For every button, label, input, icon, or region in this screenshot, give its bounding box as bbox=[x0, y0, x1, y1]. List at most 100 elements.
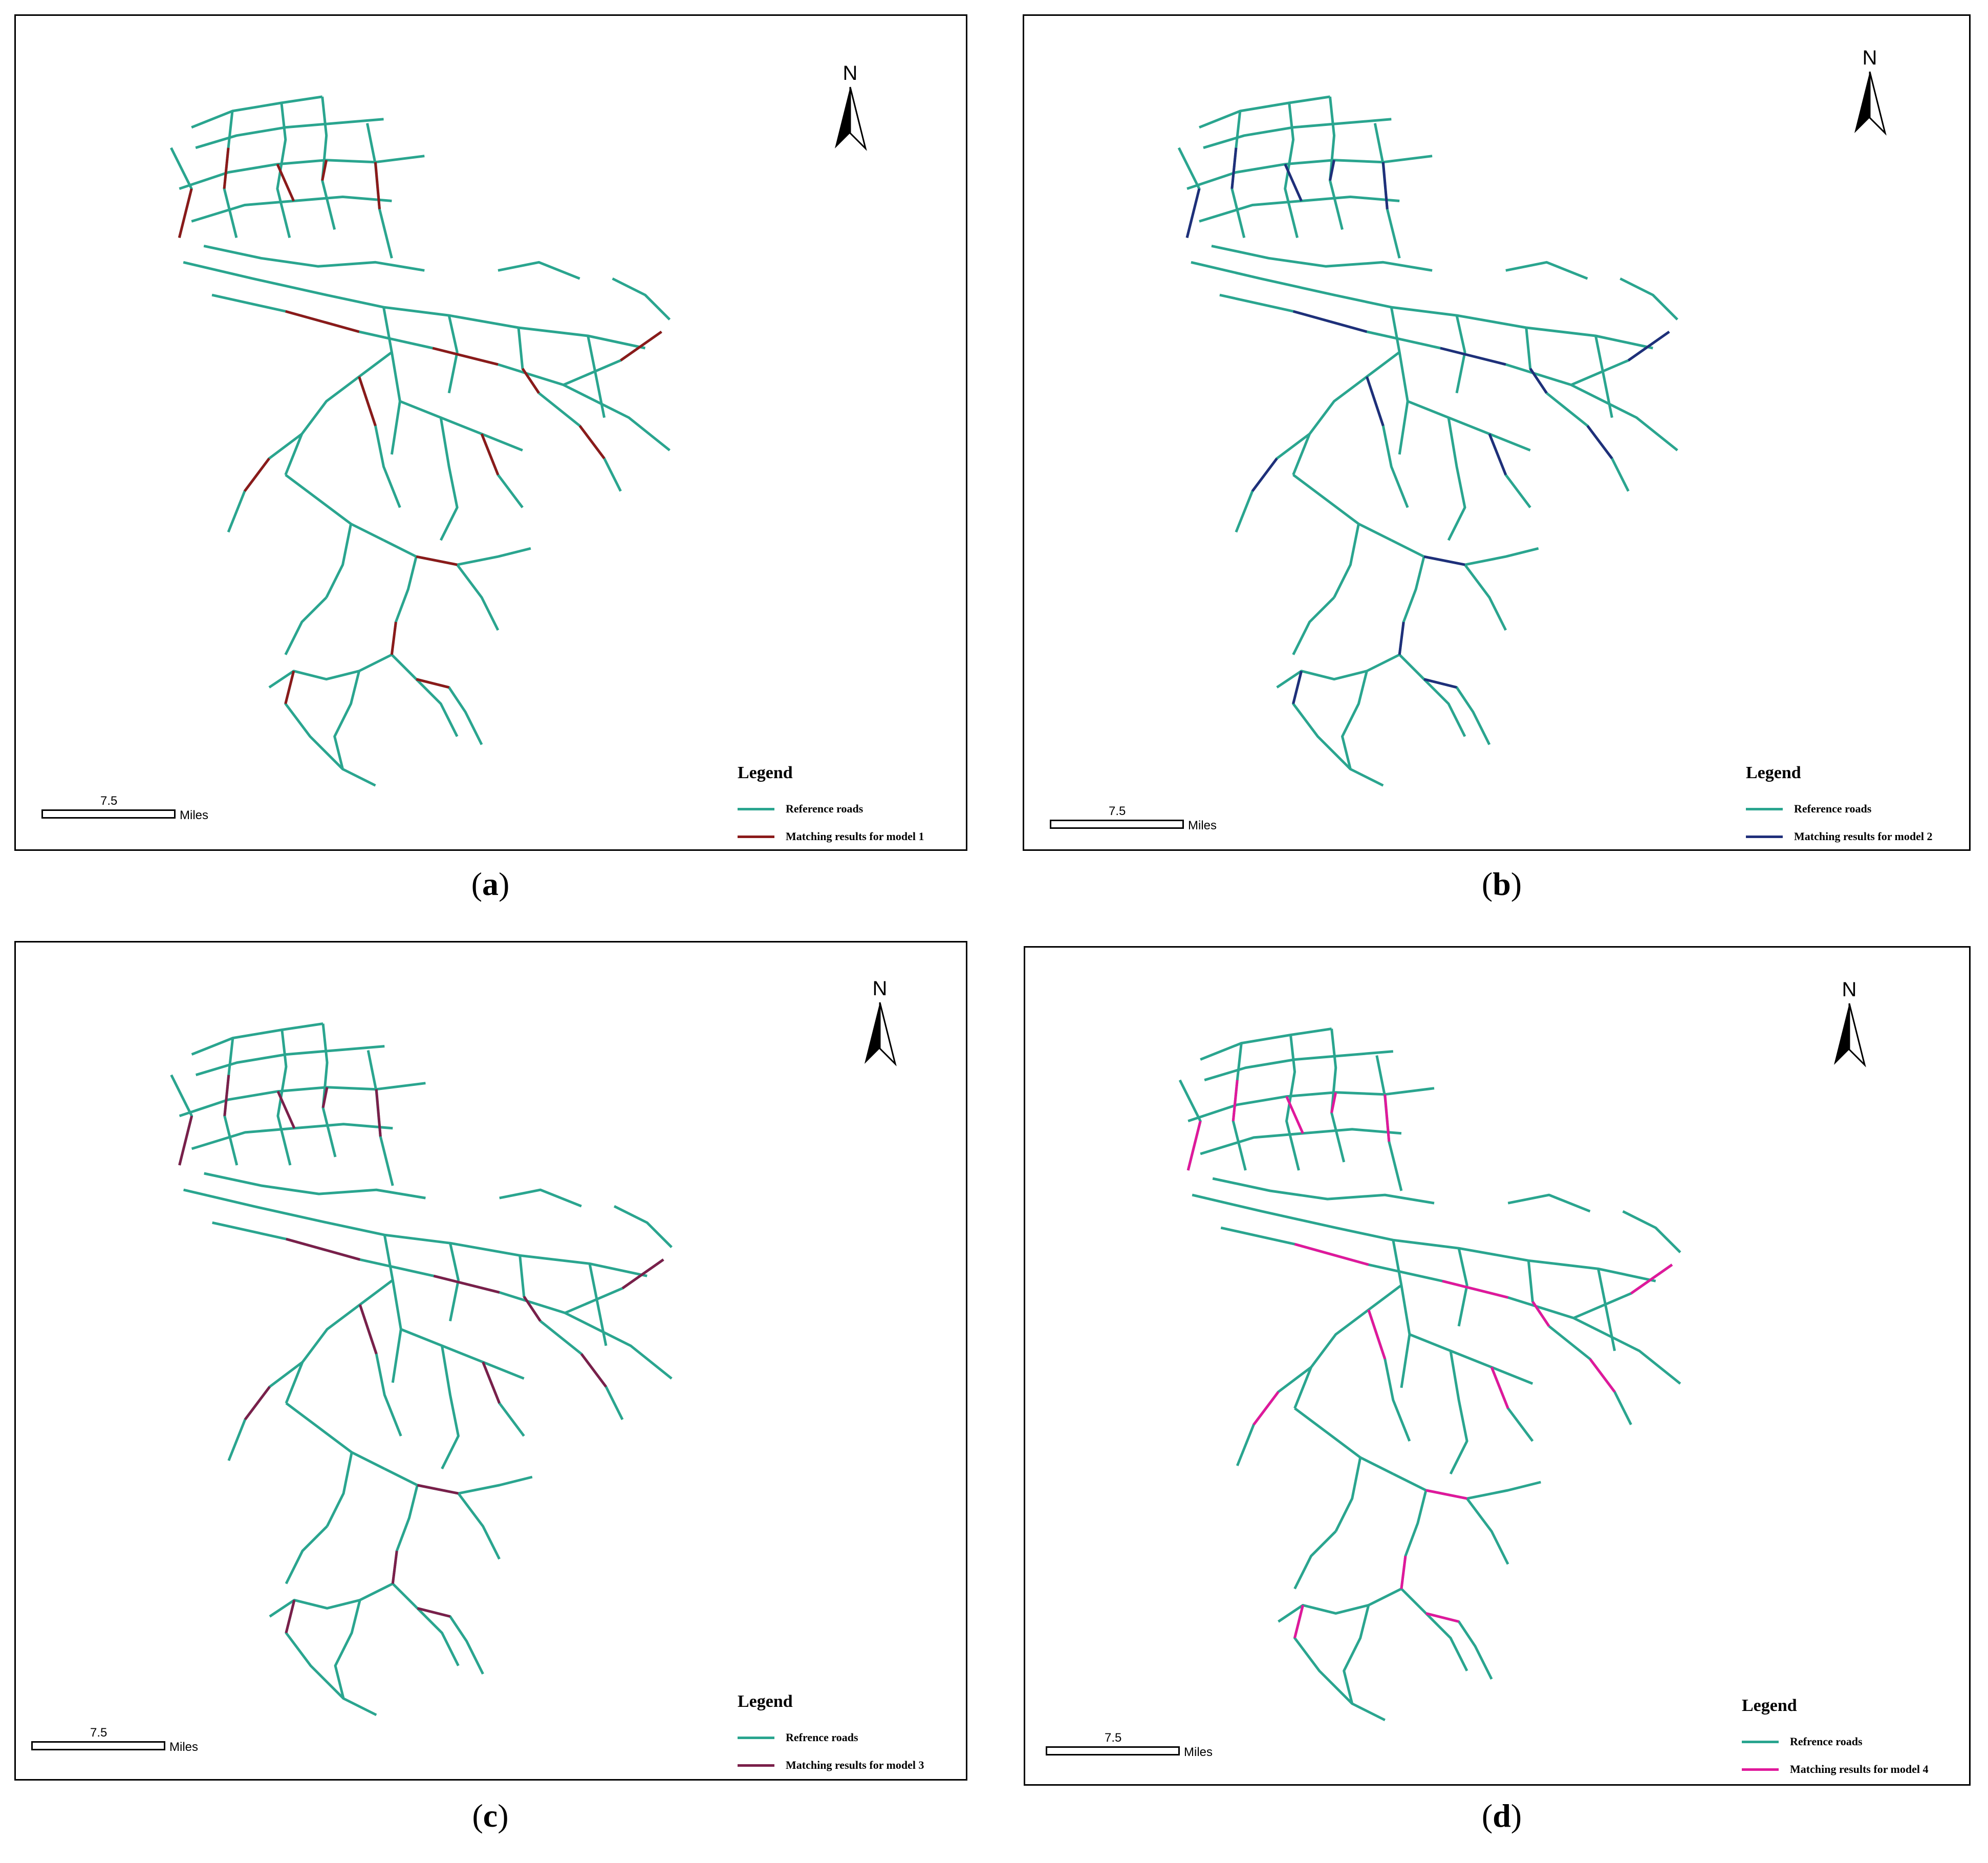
north-label: N bbox=[872, 977, 888, 1000]
reference-road bbox=[1285, 1035, 1300, 1171]
reference-road bbox=[1622, 1210, 1681, 1253]
reference-road bbox=[1488, 433, 1531, 508]
matched-road bbox=[620, 330, 662, 361]
scale-bar: 7.5 Miles bbox=[1046, 1731, 1230, 1762]
reference-road bbox=[1525, 327, 1548, 394]
matched-road bbox=[1251, 458, 1278, 492]
scale-bar-graphic bbox=[1050, 820, 1184, 829]
reference-road bbox=[613, 1205, 673, 1248]
matched-road bbox=[1284, 163, 1303, 202]
road-network-map bbox=[1177, 95, 1678, 787]
map-panel-b: N Legend Reference roads Matching result… bbox=[1023, 14, 1971, 851]
matched-road bbox=[1294, 1243, 1369, 1266]
north-arrow: N bbox=[830, 62, 871, 154]
reference-road bbox=[1390, 307, 1409, 455]
matched-road bbox=[391, 1550, 398, 1584]
reference-road bbox=[449, 1243, 460, 1321]
north-arrow-icon bbox=[835, 87, 867, 151]
matched-road bbox=[1384, 1094, 1391, 1142]
matched-road bbox=[480, 433, 500, 476]
matched-road bbox=[1231, 1080, 1239, 1122]
legend-row-reference: Reference roads bbox=[738, 795, 924, 823]
scale-bar: 7.5 Miles bbox=[1050, 804, 1234, 835]
matched-road bbox=[321, 1087, 329, 1108]
scale-bar-graphic bbox=[31, 1741, 165, 1750]
matched-road bbox=[1586, 425, 1613, 460]
reference-road bbox=[1341, 671, 1368, 769]
legend-reference-label: Refrence roads bbox=[1790, 1735, 1863, 1748]
matched-road bbox=[1292, 310, 1368, 333]
matched-road bbox=[1440, 347, 1506, 366]
reference-road bbox=[1187, 1087, 1435, 1123]
reference-road bbox=[1186, 155, 1433, 190]
reference-road bbox=[204, 1172, 426, 1200]
reference-road bbox=[1292, 596, 1335, 655]
matched-road bbox=[321, 160, 328, 181]
reference-road bbox=[1573, 1264, 1673, 1319]
reference-road bbox=[1219, 293, 1678, 452]
reference-road bbox=[1490, 1366, 1534, 1442]
reference-road bbox=[1392, 1239, 1411, 1388]
reference-road bbox=[1447, 417, 1466, 541]
reference-swatch bbox=[738, 1736, 774, 1739]
reference-road bbox=[1211, 244, 1433, 272]
reference-road bbox=[391, 654, 459, 737]
matched-road bbox=[285, 310, 360, 333]
matched-road bbox=[1400, 1555, 1407, 1589]
reference-road bbox=[1212, 1177, 1435, 1205]
matched-road bbox=[578, 425, 606, 460]
reference-road bbox=[1177, 147, 1201, 239]
matched-road bbox=[276, 1090, 296, 1129]
reference-road bbox=[1457, 1248, 1468, 1326]
map-panel-c: N Legend Refrence roads Matching results… bbox=[14, 941, 967, 1781]
matched-road bbox=[1490, 1366, 1509, 1409]
legend-match-label: Matching results for model 4 bbox=[1790, 1763, 1929, 1775]
legend-row-match: Matching results for model 3 bbox=[738, 1751, 924, 1779]
reference-road bbox=[1334, 1457, 1362, 1532]
reference-road bbox=[1597, 1268, 1616, 1352]
reference-road bbox=[321, 1023, 337, 1158]
reference-road bbox=[1199, 95, 1330, 129]
reference-road bbox=[457, 1492, 501, 1560]
north-label: N bbox=[1862, 47, 1877, 69]
matched-road bbox=[1285, 1096, 1304, 1134]
scale-bar: 7.5 Miles bbox=[41, 794, 226, 825]
reference-road bbox=[1594, 335, 1613, 418]
reference-road bbox=[1463, 564, 1507, 631]
reference-road bbox=[276, 1030, 292, 1166]
reference-road bbox=[480, 433, 524, 508]
reference-road bbox=[384, 1467, 533, 1495]
reference-road bbox=[285, 474, 384, 542]
reference-road bbox=[285, 1402, 385, 1470]
reference-road bbox=[1293, 1604, 1386, 1722]
road-network-map bbox=[1178, 1027, 1681, 1722]
matched-road bbox=[244, 1386, 271, 1421]
matched-road bbox=[358, 1304, 378, 1355]
reference-road bbox=[1236, 1366, 1312, 1466]
matched-road bbox=[1425, 1612, 1459, 1623]
legend-row-match: Matching results for model 1 bbox=[738, 823, 924, 850]
reference-road bbox=[268, 653, 393, 689]
matched-road bbox=[482, 1361, 501, 1404]
reference-road bbox=[170, 1074, 193, 1166]
reference-road bbox=[1527, 1260, 1550, 1327]
road-network-map bbox=[170, 95, 671, 787]
map-panel-d: N Legend Refrence roads Matching results… bbox=[1024, 946, 1971, 1786]
reference-road bbox=[211, 293, 671, 452]
matched-road bbox=[276, 163, 295, 202]
reference-road bbox=[1199, 196, 1400, 223]
matched-road bbox=[1330, 1092, 1337, 1113]
reference-road bbox=[325, 523, 353, 598]
reference-road bbox=[269, 1582, 394, 1618]
reference-road bbox=[183, 261, 646, 350]
matched-road bbox=[223, 1075, 230, 1117]
legend-row-match: Matching results for model 2 bbox=[1746, 823, 1933, 850]
legend: Legend Refrence roads Matching results f… bbox=[1742, 1696, 1929, 1783]
reference-road bbox=[276, 102, 291, 239]
reference-road bbox=[1293, 1284, 1402, 1409]
reference-road bbox=[1292, 671, 1384, 787]
reference-road bbox=[383, 1234, 402, 1383]
reference-road bbox=[612, 277, 671, 320]
map-panel-a: N Legend Reference roads Matching result… bbox=[14, 14, 967, 851]
reference-road bbox=[1373, 123, 1401, 259]
